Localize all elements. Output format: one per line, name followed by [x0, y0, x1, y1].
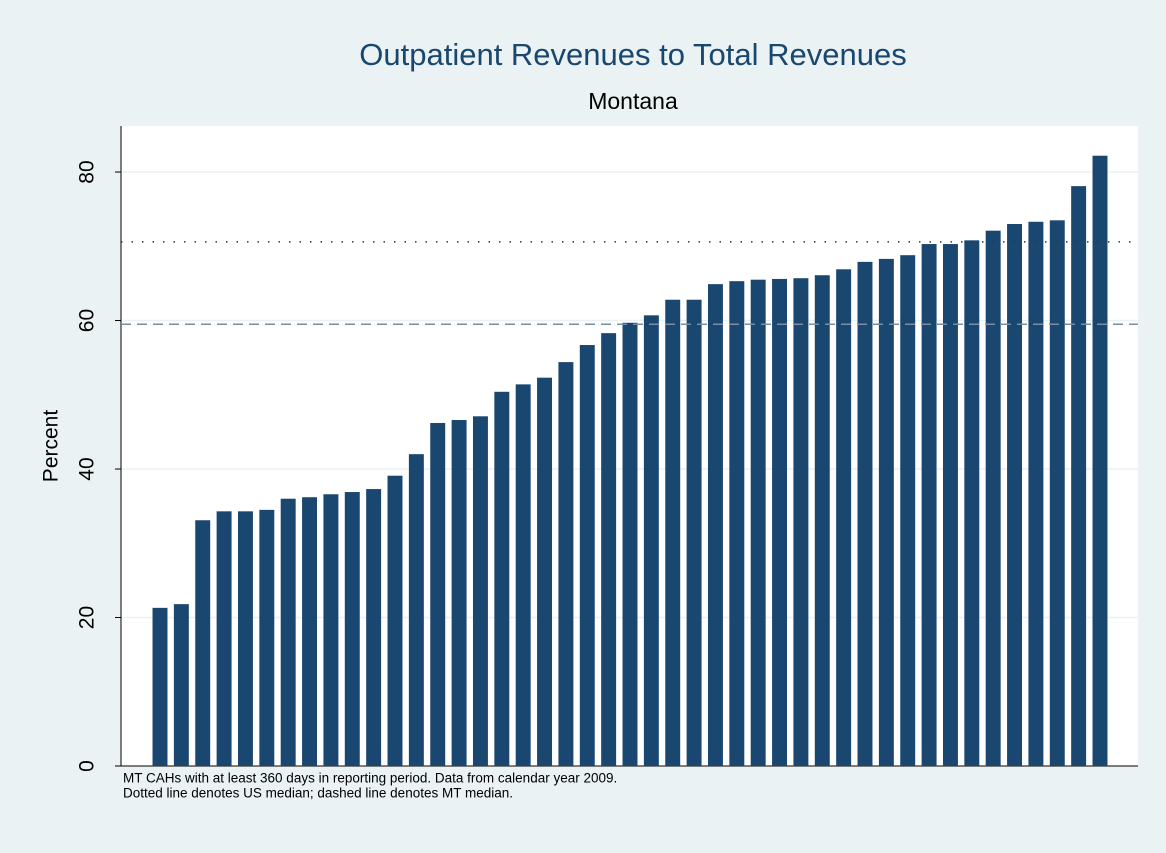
- bar: [1049, 220, 1065, 766]
- bar: [836, 269, 852, 766]
- bar: [622, 322, 638, 766]
- bar: [387, 475, 403, 766]
- bar: [152, 607, 168, 766]
- bar: [942, 244, 958, 767]
- bar: [729, 281, 745, 766]
- note: MT CAHs with at least 360 days in report…: [123, 771, 617, 786]
- bar: [537, 377, 553, 766]
- chart-title: Outpatient Revenues to Total Revenues: [359, 37, 906, 72]
- bar: [195, 520, 211, 766]
- bar: [857, 261, 873, 766]
- bar: [601, 333, 617, 766]
- bar: [707, 284, 723, 766]
- bar: [494, 391, 510, 766]
- bar: [515, 384, 531, 766]
- bar: [558, 362, 574, 766]
- bar: [280, 498, 296, 766]
- bar: [216, 511, 232, 766]
- bar: [472, 416, 488, 766]
- bar: [665, 299, 681, 766]
- bar: [302, 497, 318, 766]
- bar: [579, 345, 595, 766]
- bar: [173, 604, 189, 766]
- y-axis-label: Percent: [40, 410, 63, 483]
- bar: [985, 230, 1001, 766]
- bar: [793, 278, 809, 766]
- bar: [1092, 155, 1108, 767]
- bar: [900, 255, 916, 767]
- bar: [451, 420, 467, 766]
- note: Dotted line denotes US median; dashed li…: [123, 786, 513, 801]
- bar: [323, 494, 339, 766]
- y-tick-label: 80: [76, 160, 99, 183]
- bar: [878, 258, 894, 766]
- bar: [964, 240, 980, 766]
- bar: [814, 275, 830, 766]
- bar: [772, 278, 788, 766]
- bar: [1071, 186, 1087, 766]
- y-tick-label: 0: [76, 760, 99, 772]
- bar: [430, 422, 446, 766]
- chart-subtitle: Montana: [588, 88, 678, 114]
- bar: [344, 492, 360, 766]
- bar: [366, 489, 382, 766]
- bar: [643, 315, 659, 766]
- bar: [921, 244, 937, 767]
- bar: [1007, 224, 1023, 766]
- y-tick-label: 40: [76, 457, 99, 480]
- y-tick-label: 20: [76, 606, 99, 629]
- bar: [408, 454, 424, 766]
- bar: [750, 279, 766, 766]
- y-tick-label: 60: [76, 309, 99, 332]
- bar: [259, 509, 275, 766]
- bar: [686, 299, 702, 766]
- bar: [1028, 221, 1044, 766]
- bar: [237, 511, 253, 766]
